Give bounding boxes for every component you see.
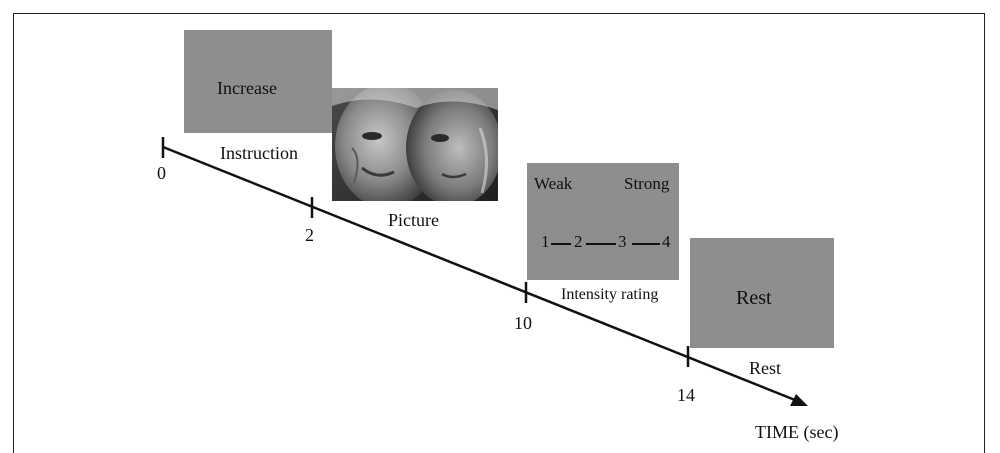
scale-point-2: 2: [574, 232, 583, 251]
picture-caption: Picture: [388, 210, 439, 230]
scale-point-4: 4: [662, 232, 671, 251]
scale-point-3: 3: [618, 232, 627, 251]
instruction-text: Increase: [217, 78, 277, 98]
rest-text: Rest: [736, 287, 772, 309]
rest-screen: Rest: [690, 238, 834, 348]
scale-dash: [551, 243, 571, 245]
scale-dash: [586, 243, 616, 245]
face-photo: [332, 88, 498, 201]
time-axis-label: TIME (sec): [755, 422, 839, 442]
tick-label-0: 0: [157, 163, 166, 183]
tick-label-2: 2: [305, 225, 314, 245]
figure-frame: [13, 13, 985, 453]
timeline-arrowhead: [790, 394, 808, 406]
rating-low-label: Weak: [534, 174, 573, 193]
rest-caption: Rest: [749, 358, 782, 378]
tick-label-10: 10: [514, 313, 532, 333]
rating-scale: 1 2 3 4: [537, 232, 677, 254]
timeline-line: [162, 145, 796, 402]
rating-screen: Weak Strong: [527, 163, 679, 280]
instruction-screen: Increase: [184, 30, 332, 133]
rating-caption: Intensity rating: [561, 286, 659, 303]
tick-label-14: 14: [677, 385, 695, 405]
instruction-caption: Instruction: [220, 143, 298, 163]
rating-high-label: Strong: [624, 174, 670, 193]
scale-dash: [632, 243, 660, 245]
scale-point-1: 1: [541, 232, 550, 251]
